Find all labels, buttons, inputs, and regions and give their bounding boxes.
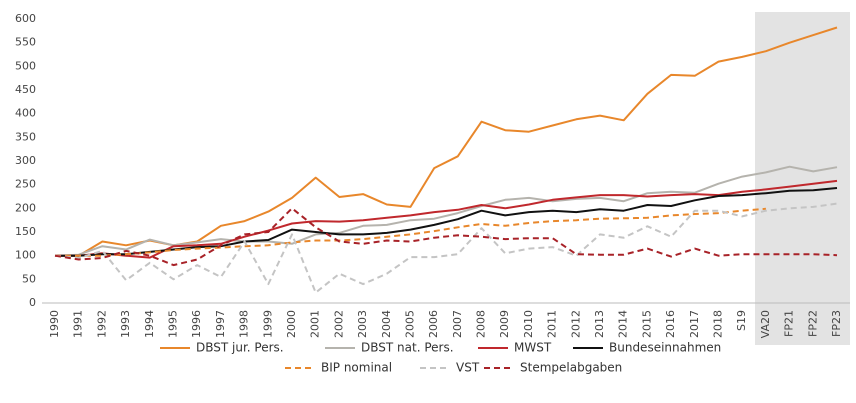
y-tick-label: 0 — [29, 296, 36, 309]
x-tick-label: 2016 — [664, 310, 677, 338]
x-tick-label: 2015 — [640, 310, 653, 338]
x-tick-label: FP21 — [783, 310, 796, 337]
x-tick-label: 2017 — [688, 310, 701, 338]
series-line — [55, 207, 766, 257]
y-tick-label: 300 — [15, 154, 36, 167]
y-tick-label: 600 — [15, 12, 36, 25]
x-tick-label: 2014 — [617, 310, 630, 338]
x-tick-label: 1998 — [238, 310, 251, 338]
x-tick-label: 1994 — [143, 310, 156, 338]
x-tick-label: 2004 — [380, 310, 393, 338]
x-tick-label: 2012 — [569, 310, 582, 338]
x-tick-label: 2018 — [712, 310, 725, 338]
legend-label: MWST — [514, 341, 552, 355]
x-tick-label: VA20 — [759, 310, 772, 338]
x-tick-label: 2011 — [546, 310, 559, 338]
x-tick-label: 1995 — [166, 310, 179, 338]
y-tick-label: 450 — [15, 83, 36, 96]
x-tick-label: 2009 — [498, 310, 511, 338]
x-tick-label: 2007 — [451, 310, 464, 338]
x-tick-label: 1990 — [48, 310, 61, 338]
x-tick-label: 2001 — [309, 310, 322, 338]
legend: DBST jur. Pers. DBST nat. Pers. MWST Bundes… — [160, 341, 721, 375]
forecast-shade — [755, 12, 850, 345]
legend-label: DBST nat. Pers. — [361, 341, 454, 355]
x-tick-label: 2002 — [332, 310, 345, 338]
x-tick-label: 1997 — [214, 310, 227, 338]
legend-label: VST — [456, 361, 480, 375]
y-tick-label: 100 — [15, 249, 36, 262]
x-tick-label: 1993 — [119, 310, 132, 338]
y-tick-label: 250 — [15, 178, 36, 191]
x-tick-label: 1992 — [95, 310, 108, 338]
x-tick-label: 2000 — [285, 310, 298, 338]
x-tick-label: 1991 — [72, 310, 85, 338]
legend-label: BIP nominal — [321, 361, 392, 375]
y-tick-label: 150 — [15, 225, 36, 238]
x-tick-label: 2008 — [475, 310, 488, 338]
x-tick-label: 1999 — [261, 310, 274, 338]
y-tick-label: 350 — [15, 130, 36, 143]
y-tick-label: 550 — [15, 36, 36, 49]
x-tick-label: 2013 — [593, 310, 606, 338]
x-tick-label: 2005 — [403, 310, 416, 338]
x-tick-label: FP23 — [830, 310, 843, 337]
y-tick-label: 400 — [15, 107, 36, 120]
x-tick-label: S19 — [735, 310, 748, 331]
x-tick-label: 2010 — [522, 310, 535, 338]
series-line — [54, 207, 838, 267]
y-tick-label: 500 — [15, 59, 36, 72]
x-tick-label: 2003 — [356, 310, 369, 338]
x-tick-label: 1996 — [190, 310, 203, 338]
y-tick-label: 200 — [15, 201, 36, 214]
series-line — [54, 165, 838, 257]
x-tick-label: FP22 — [806, 310, 819, 337]
legend-label: DBST jur. Pers. — [196, 341, 284, 355]
series-line — [55, 179, 838, 259]
x-tick-label: 2006 — [427, 310, 440, 338]
y-tick-label: 50 — [22, 272, 36, 285]
legend-label: Bundeseinnahmen — [609, 341, 721, 355]
series-line — [54, 202, 838, 294]
legend-label: Stempelabgaben — [520, 361, 622, 375]
